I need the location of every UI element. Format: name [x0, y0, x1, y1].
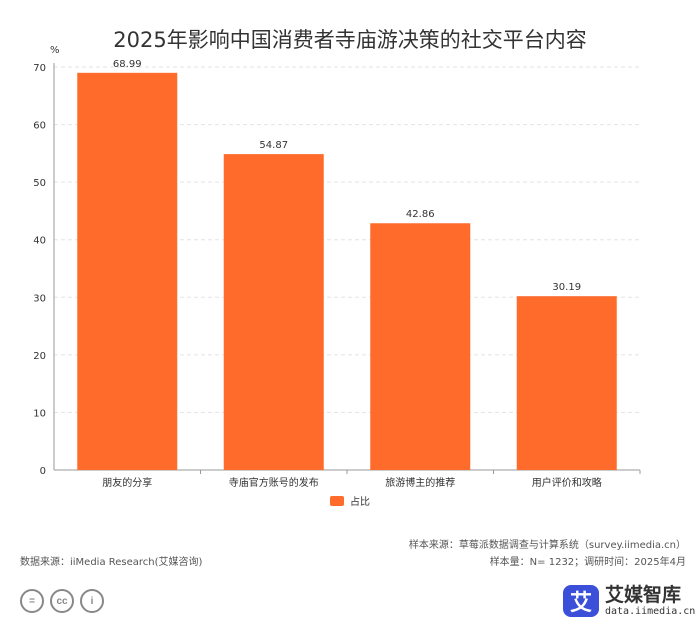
x-tick-label: 寺庙官方账号的发布 [229, 476, 319, 489]
logo-mark-icon: 艾 [563, 585, 599, 617]
bar-value-label: 68.99 [113, 59, 142, 70]
y-tick-label: 40 [33, 236, 46, 247]
equals-icon: = [20, 589, 44, 613]
chart-title: 2025年影响中国消费者寺庙游决策的社交平台内容 [113, 28, 587, 52]
person-icon: i [80, 589, 104, 613]
legend-label: 占比 [350, 495, 370, 508]
bar [370, 223, 471, 470]
bar [223, 154, 324, 470]
sample-info: 样本量：N= 1232；调研时间：2025年4月 [489, 557, 686, 568]
license-badges: = cc i [20, 589, 104, 613]
y-tick-label: 10 [33, 408, 46, 419]
y-tick-label: 0 [40, 466, 46, 477]
y-tick-label: 50 [33, 178, 46, 189]
data-source: 数据来源：iiMedia Research(艾媒咨询) [20, 557, 203, 568]
iimedia-logo[interactable]: 艾 艾媒智库 data.iimedia.cn [563, 585, 695, 617]
logo-name: 艾媒智库 [605, 584, 682, 607]
y-axis-unit: % [50, 45, 60, 56]
cc-icon: cc [50, 589, 74, 613]
sample-source: 样本来源：草莓派数据调查与计算系统（survey.iimedia.cn） [408, 540, 686, 551]
bar-value-label: 30.19 [552, 282, 581, 293]
bar-value-label: 42.86 [406, 209, 435, 220]
y-tick-label: 70 [33, 63, 46, 74]
x-tick-label: 用户评价和攻略 [532, 476, 602, 489]
bar [516, 296, 617, 470]
y-tick-label: 60 [33, 121, 46, 132]
x-tick-label: 朋友的分享 [102, 476, 152, 489]
x-tick-label: 旅游博主的推荐 [385, 476, 455, 489]
y-tick-label: 20 [33, 351, 46, 362]
logo-url: data.iimedia.cn [605, 605, 696, 617]
y-tick-label: 30 [33, 293, 46, 304]
bar [77, 72, 178, 471]
bar-value-label: 54.87 [259, 140, 288, 151]
legend-swatch [330, 496, 344, 506]
